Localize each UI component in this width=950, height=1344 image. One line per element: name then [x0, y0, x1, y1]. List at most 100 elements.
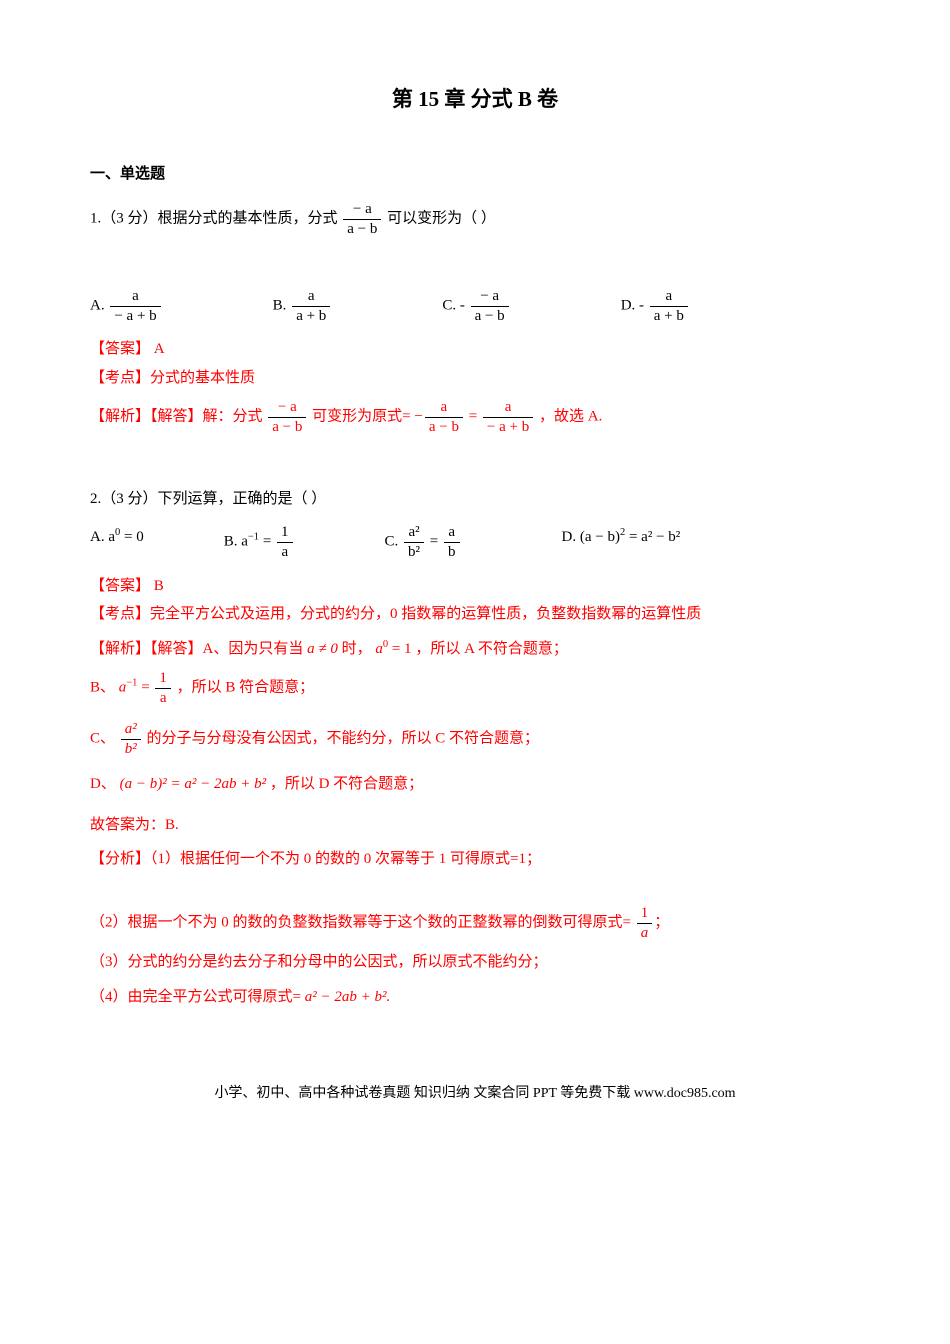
q2-an4-pre: （4）由完全平方公式可得原式= — [90, 989, 305, 1005]
q1-e3-num: a — [483, 398, 533, 418]
q1-e1-den: a − b — [268, 418, 306, 437]
q2-optC-frac2: ab — [444, 523, 460, 562]
q1-explain-frac3: a− a + b — [483, 398, 533, 437]
q1-option-b: B. aa + b — [273, 287, 333, 326]
q2-explain-b: B、 a−1 = 1a ，所以 B 符合题意； — [90, 669, 860, 708]
q2-ec-pre: C、 — [90, 731, 119, 747]
q1-e1-num: − a — [268, 398, 306, 418]
q2-ec-den: b² — [121, 740, 141, 759]
q2-analysis-2: （2）根据一个不为 0 的数的负整数指数幂等于这个数的正整数幂的倒数可得原式= … — [90, 904, 860, 943]
q2-point-text: 完全平方公式及运用，分式的约分，0 指数幂的运算性质，负整数指数幂的运算性质 — [150, 606, 701, 622]
q1-e3-den: − a + b — [483, 418, 533, 437]
q2-optD-tail: = a² − b² — [625, 529, 680, 545]
q2-point: 【考点】完全平方公式及运用，分式的约分，0 指数幂的运算性质，负整数指数幂的运算… — [90, 600, 860, 629]
q2-stem: 2.（3 分）下列运算，正确的是（ ） — [90, 485, 860, 514]
q2-option-c: C. a²b² = ab — [385, 523, 462, 562]
q2-optC-frac1: a²b² — [404, 523, 424, 562]
q2-ed-pre: D、 — [90, 776, 120, 792]
q2-optD: D. (a − b) — [562, 529, 620, 545]
q2-analysis-label: 【分析】 — [90, 851, 150, 867]
q2-eb-pre: B、 — [90, 680, 119, 696]
q1-optC-num: − a — [471, 287, 509, 307]
q1-optD-label: D. - — [621, 298, 648, 314]
q1-point-label: 【考点】 — [90, 370, 150, 386]
q1-optC-den: a − b — [471, 307, 509, 326]
q2-optB-num: 1 — [277, 523, 293, 543]
q1-option-a: A. a− a + b — [90, 287, 163, 326]
q1-point-text: 分式的基本性质 — [150, 370, 255, 386]
q1-fraction: − a a − b — [343, 200, 381, 239]
q1-explain-frac2: aa − b — [425, 398, 463, 437]
q1-optB-frac: aa + b — [292, 287, 330, 326]
q2-optC-den: b² — [404, 543, 424, 562]
q2-eb-num: 1 — [155, 669, 171, 689]
q2-an2-pre: （2）根据一个不为 0 的数的负整数指数幂等于这个数的正整数幂的倒数可得原式= — [90, 915, 635, 931]
q2-optA: A. a — [90, 529, 115, 545]
q2-optC-den2: b — [444, 543, 460, 562]
q2-an1: （1）根据任何一个不为 0 的数的 0 次幂等于 1 可得原式=1； — [150, 851, 541, 867]
q1-stem: 1.（3 分）根据分式的基本性质，分式 − a a − b 可以变形为（ ） — [90, 200, 860, 239]
q2-optA-tail: = 0 — [120, 529, 143, 545]
q1-optA-label: A. — [90, 298, 108, 314]
q1-text-suf: 可以变形为（ ） — [387, 211, 496, 227]
q2-answer: 【答案】 B — [90, 572, 860, 601]
q2-an2-end: ； — [654, 915, 669, 931]
q1-optC-frac: − aa − b — [471, 287, 509, 326]
q1-frac-den: a − b — [343, 220, 381, 239]
q1-explain-mid1: 可变形为原式= — [312, 409, 414, 425]
q2-analysis-1: 【分析】（1）根据任何一个不为 0 的数的 0 次幂等于 1 可得原式=1； — [90, 845, 860, 874]
q2-optB: B. a — [224, 534, 248, 550]
q1-option-d: D. - aa + b — [621, 287, 690, 326]
q2-ec-end: 的分子与分母没有公因式，不能约分，所以 C 不符合题意； — [147, 731, 540, 747]
q1-explain-frac1: − aa − b — [268, 398, 306, 437]
q1-explain: 【解析】【解答】解：分式 − aa − b 可变形为原式= −aa − b = … — [90, 398, 860, 437]
q2-optB-tail-pre: = — [259, 534, 275, 550]
q1-optA-den: − a + b — [110, 307, 160, 326]
q2-an4-expr: a² − 2ab + b². — [305, 989, 391, 1005]
q1-explain-mid2: = — [469, 409, 481, 425]
q2-eb-sup: −1 — [126, 678, 137, 689]
q2-options: A. a0 = 0 B. a−1 = 1a C. a²b² = ab D. (a… — [90, 523, 860, 562]
q2-explain-c: C、 a²b² 的分子与分母没有公因式，不能约分，所以 C 不符合题意； — [90, 720, 860, 759]
q1-optC-label: C. - — [442, 298, 468, 314]
q1-option-c: C. - − aa − b — [442, 287, 510, 326]
q1-e2-pre: − — [414, 409, 422, 425]
q1-e2-den: a − b — [425, 418, 463, 437]
q2-ed-end: ，所以 D 不符合题意； — [270, 776, 423, 792]
q1-optB-label: B. — [273, 298, 291, 314]
q1-optD-num: a — [650, 287, 688, 307]
q2-eb-end: ，所以 B 符合题意； — [177, 680, 315, 696]
q2-ea-mid: 时， — [342, 641, 376, 657]
q2-ea-pre: 【解析】【解答】A、因为只有当 — [90, 641, 307, 657]
q2-ea-a0-tail: = 1 — [388, 641, 411, 657]
q2-an2-frac: 1a — [637, 904, 653, 943]
q2-ea-end: ，所以 A 不符合题意； — [415, 641, 568, 657]
q2-optC-num: a² — [404, 523, 424, 543]
q2-option-b: B. a−1 = 1a — [224, 523, 295, 562]
q2-optB-frac: 1a — [277, 523, 293, 562]
q2-optB-sup: −1 — [248, 532, 259, 543]
q2-ea-a0: a — [375, 641, 383, 657]
page-footer: 小学、初中、高中各种试卷真题 知识归纳 文案合同 PPT 等免费下载 www.d… — [90, 1081, 860, 1108]
q1-text-pre: 1.（3 分）根据分式的基本性质，分式 — [90, 211, 341, 227]
q2-option-d: D. (a − b)2 = a² − b² — [562, 523, 681, 562]
q2-final: 故答案为：B. — [90, 811, 860, 840]
q2-optC-num2: a — [444, 523, 460, 543]
q2-optC-mid: = — [426, 534, 442, 550]
q2-option-a: A. a0 = 0 — [90, 523, 144, 562]
q2-ec-num: a² — [121, 720, 141, 740]
q1-e2-num: a — [425, 398, 463, 418]
q2-explain-a: 【解析】【解答】A、因为只有当 a ≠ 0 时， a0 = 1 ，所以 A 不符… — [90, 635, 860, 664]
q1-optA-frac: a− a + b — [110, 287, 160, 326]
q2-eb-mid: = — [141, 680, 153, 696]
q1-optB-num: a — [292, 287, 330, 307]
q2-an2-num: 1 — [637, 904, 653, 924]
q2-eb-den: a — [155, 689, 171, 708]
page-title: 第 15 章 分式 B 卷 — [90, 80, 860, 120]
q1-options: A. a− a + b B. aa + b C. - − aa − b D. -… — [90, 287, 860, 326]
q1-point: 【考点】分式的基本性质 — [90, 364, 860, 393]
q2-ec-frac: a²b² — [121, 720, 141, 759]
q1-explain-end: ，故选 A. — [539, 409, 602, 425]
q2-explain-d: D、 (a − b)² = a² − 2ab + b² ，所以 D 不符合题意； — [90, 770, 860, 799]
q2-point-label: 【考点】 — [90, 606, 150, 622]
